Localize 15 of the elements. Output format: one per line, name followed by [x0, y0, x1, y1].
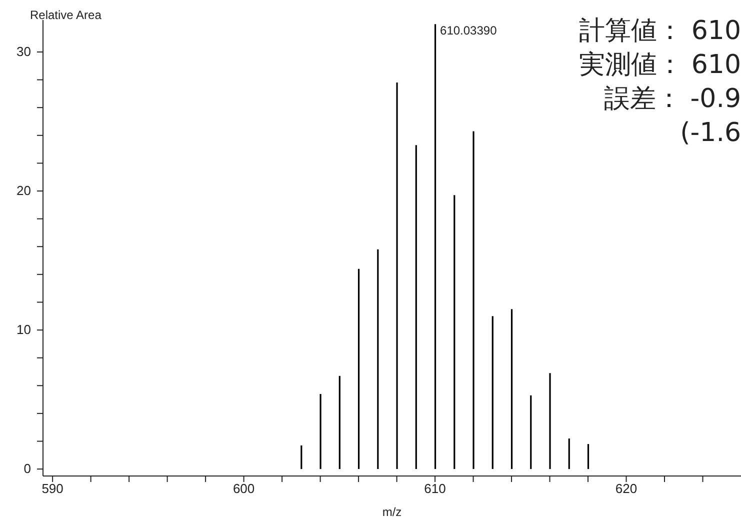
annotation: 誤差： -0.9: [603, 83, 741, 116]
annotation: (-1.6: [679, 117, 741, 150]
y-tick-label: 0: [24, 461, 31, 476]
y-tick-label: 10: [16, 322, 31, 338]
x-tick-label: 620: [615, 481, 638, 496]
x-tick-label: 600: [232, 481, 255, 496]
annotation: 610.03390: [440, 23, 498, 38]
y-tick-label: 20: [16, 183, 31, 198]
annotation: 実測値： 610: [579, 49, 741, 82]
x-axis-title: m/z: [382, 505, 402, 519]
y-axis-title: Relative Area: [30, 8, 102, 22]
x-tick-label: 590: [42, 481, 64, 496]
x-tick-label: 610: [424, 481, 446, 496]
annotation: 計算値： 610: [579, 15, 741, 48]
y-tick-label: 30: [16, 44, 31, 59]
